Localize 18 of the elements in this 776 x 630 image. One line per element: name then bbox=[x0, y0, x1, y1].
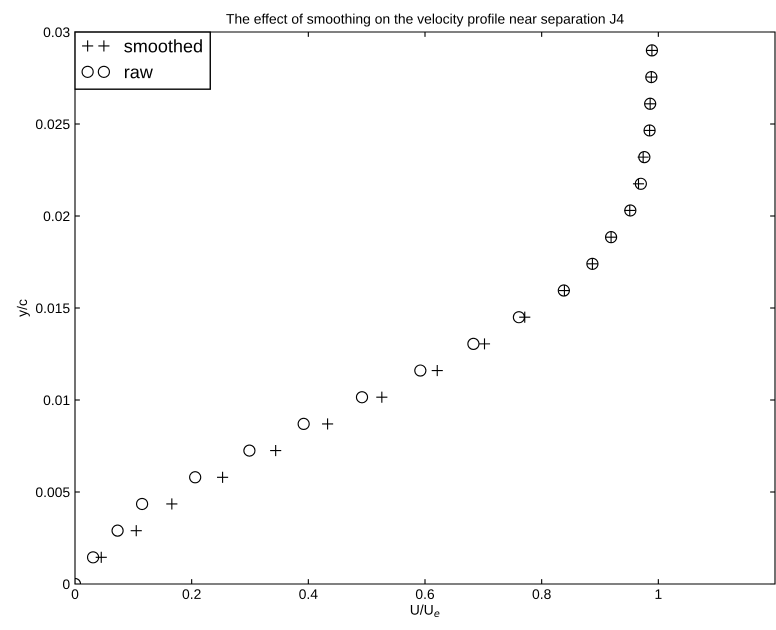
x-tick-label: 0.8 bbox=[532, 589, 551, 600]
y-tick-label: 0.01 bbox=[44, 395, 70, 406]
x-axis-title: U/U$_{e}$ bbox=[410, 604, 440, 617]
y-tick-label: 0.005 bbox=[36, 487, 70, 498]
x-tick-label: 0.2 bbox=[182, 589, 201, 600]
legend-label: smoothed bbox=[124, 39, 202, 52]
y-tick-label: 0.03 bbox=[44, 27, 70, 38]
x-tick-label: 0 bbox=[72, 589, 78, 600]
x-tick-label: 1 bbox=[656, 589, 662, 599]
y-tick-label: 0.015 bbox=[36, 303, 70, 314]
y-axis-title: y/c bbox=[16, 299, 30, 317]
y-tick-label: 0.025 bbox=[36, 119, 70, 130]
chart-title: The effect of smoothing on the velocity profile near separation J4 bbox=[226, 14, 624, 27]
y-tick-label: 0 bbox=[62, 579, 70, 590]
y-tick-label: 0.02 bbox=[44, 211, 70, 222]
x-tick-label: 0.6 bbox=[416, 589, 434, 600]
x-tick-label: 0.4 bbox=[299, 589, 318, 600]
legend-label: raw bbox=[124, 68, 153, 78]
